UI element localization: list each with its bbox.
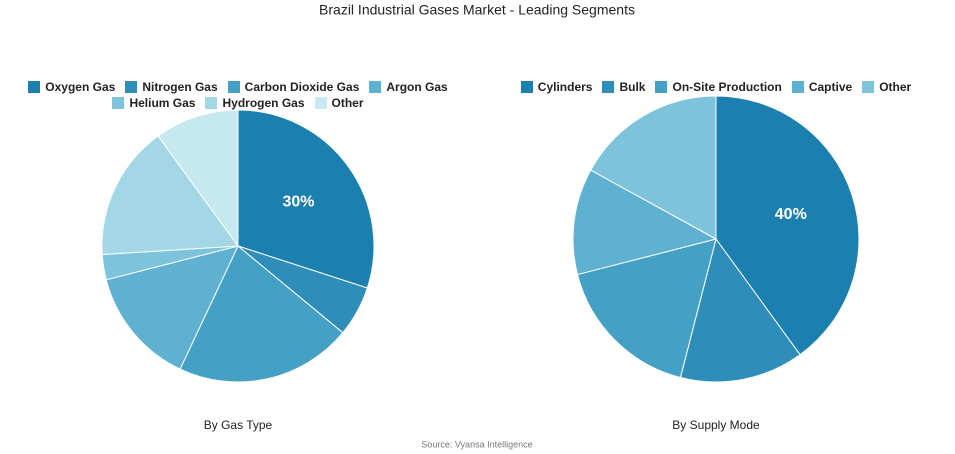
legend-item: Hydrogen Gas — [205, 96, 305, 110]
legend-item: Oxygen Gas — [28, 80, 115, 94]
legend-label: Argon Gas — [386, 80, 448, 94]
pie-slice — [576, 238, 717, 379]
legend: Oxygen Gas Nitrogen Gas Carbon Dioxide Gas… — [3, 80, 473, 110]
legend-item: Bulk — [602, 80, 645, 94]
legend-swatch — [28, 81, 41, 93]
legend-swatch — [369, 81, 382, 93]
pie-title: By Supply Mode — [672, 418, 760, 432]
pie-slice — [590, 95, 717, 240]
legend-swatch — [314, 97, 327, 109]
legend-swatch — [125, 81, 138, 93]
legend-item: Carbon Dioxide Gas — [227, 80, 360, 94]
legend-label: Captive — [808, 80, 853, 94]
pie-slice — [179, 245, 344, 383]
legend-item: Other — [314, 96, 364, 110]
pie-slice — [572, 169, 718, 276]
data-label: 40% — [775, 206, 807, 223]
legend-label: Bulk — [619, 80, 646, 94]
legend-item: Nitrogen Gas — [125, 80, 218, 94]
pie-title: By Gas Type — [204, 418, 273, 432]
legend-label: Other — [331, 96, 364, 110]
legend-label: Cylinders — [537, 80, 593, 94]
legend-item: Captive — [791, 80, 853, 94]
legend-item: Cylinders — [520, 80, 593, 94]
legend-item: On-Site Production — [655, 80, 782, 94]
legend-label: Other — [879, 80, 912, 94]
pie-slice — [105, 245, 239, 370]
source: Source: Vyansa Intelligence — [421, 439, 532, 449]
pie-slice — [157, 109, 239, 248]
pie-slice — [101, 135, 239, 256]
legend-label: Helium Gas — [129, 96, 196, 110]
legend-label: Carbon Dioxide Gas — [244, 80, 360, 94]
legend-swatch — [862, 81, 875, 93]
legend-swatch — [520, 81, 533, 93]
legend: Cylinders Bulk On-Site Production Captive Ot… — [520, 80, 912, 94]
chart-title: Brazil Industrial Gases Market - Leading… — [319, 2, 635, 18]
data-label: 30% — [282, 193, 314, 210]
legend-label: Hydrogen Gas — [222, 96, 305, 110]
pie-slice — [679, 237, 801, 383]
legend-swatch — [602, 81, 615, 93]
legend-label: Nitrogen Gas — [142, 80, 218, 94]
legend-item: Helium Gas — [112, 96, 195, 110]
legend-label: Oxygen Gas — [45, 80, 116, 94]
legend-item: Other — [862, 80, 911, 94]
legend-swatch — [655, 81, 668, 93]
legend-swatch — [112, 97, 125, 109]
legend-swatch — [205, 97, 218, 109]
pie-slice — [237, 109, 375, 289]
legend-label: On-Site Production — [672, 80, 782, 94]
legend-swatch — [791, 81, 804, 93]
pie-slice — [715, 95, 860, 356]
legend-item: Argon Gas — [369, 80, 448, 94]
legend-swatch — [227, 81, 240, 93]
